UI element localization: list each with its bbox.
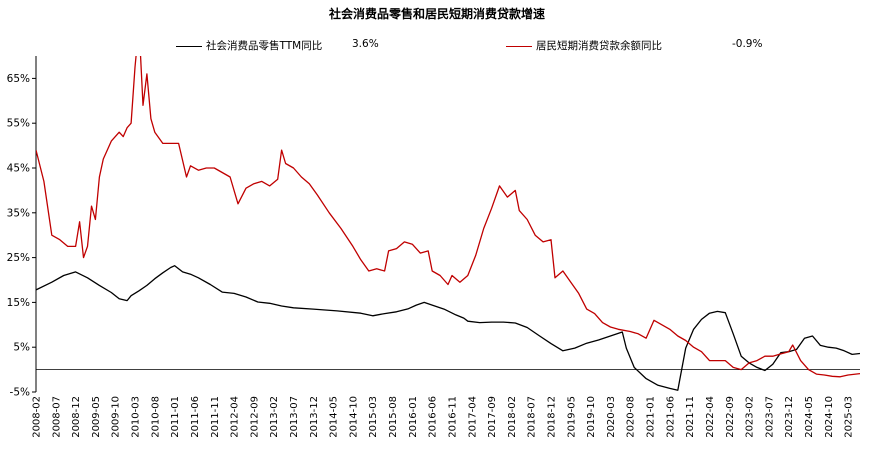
legend-swatch-retail — [176, 45, 202, 47]
x-tick-label: 2015-08 — [388, 396, 399, 438]
x-tick-label: 2020-08 — [626, 396, 637, 438]
x-tick-label: 2008-02 — [32, 396, 43, 438]
x-tick-label: 2022-09 — [725, 396, 736, 438]
x-tick-label: 2018-12 — [547, 396, 558, 438]
x-tick-label: 2018-02 — [507, 396, 518, 438]
x-tick-label: 2013-12 — [309, 396, 320, 438]
x-tick-label: 2021-01 — [646, 396, 657, 438]
x-tick-label: 2012-09 — [249, 396, 260, 438]
x-tick-label: 2019-05 — [566, 396, 577, 438]
y-tick-label: 25% — [7, 252, 30, 264]
y-tick-label: 55% — [7, 118, 30, 130]
legend-item-loans: 居民短期消费贷款余额同比 -0.9% — [506, 38, 806, 53]
x-tick-label: 2015-03 — [368, 396, 379, 438]
x-tick-label: 2016-11 — [447, 396, 458, 438]
y-tick-label: 35% — [7, 207, 30, 219]
y-tick-label: -5% — [10, 387, 30, 399]
x-tick-label: 2017-04 — [467, 396, 478, 438]
x-tick-label: 2014-05 — [329, 396, 340, 438]
x-tick-label: 2011-11 — [210, 396, 221, 438]
x-tick-label: 2014-10 — [348, 396, 359, 438]
y-tick-label: 45% — [7, 163, 30, 175]
x-tick-label: 2025-03 — [844, 396, 855, 438]
x-tick-label: 2024-10 — [824, 396, 835, 438]
x-tick-label: 2011-06 — [190, 396, 201, 438]
legend-label-loans: 居民短期消费贷款余额同比 — [536, 40, 662, 52]
x-tick-label: 2012-04 — [230, 396, 241, 438]
x-tick-label: 2010-03 — [131, 396, 142, 438]
x-tick-label: 2016-01 — [408, 396, 419, 438]
x-tick-label: 2020-03 — [606, 396, 617, 438]
series-line-retail — [36, 265, 860, 391]
x-tick-label: 2013-07 — [289, 396, 300, 438]
legend-label-retail: 社会消费品零售TTM同比 — [206, 40, 323, 52]
y-tick-label: 65% — [7, 73, 30, 85]
x-tick-label: 2013-02 — [269, 396, 280, 438]
x-tick-label: 2019-10 — [586, 396, 597, 438]
legend-item-retail: 社会消费品零售TTM同比 3.6% — [176, 38, 436, 53]
x-tick-label: 2011-01 — [170, 396, 181, 438]
x-tick-label: 2018-07 — [527, 396, 538, 438]
x-tick-label: 2010-08 — [150, 396, 161, 438]
x-tick-label: 2016-06 — [428, 396, 439, 438]
legend-value-retail: 3.6% — [352, 38, 379, 50]
legend-value-loans: -0.9% — [732, 38, 763, 50]
y-tick-label: 15% — [7, 297, 30, 309]
x-tick-label: 2023-02 — [745, 396, 756, 438]
x-tick-label: 2017-09 — [487, 396, 498, 438]
series-line-loans — [36, 56, 860, 378]
x-tick-label: 2023-07 — [764, 396, 775, 438]
x-tick-label: 2009-10 — [111, 396, 122, 438]
x-tick-label: 2008-12 — [71, 396, 82, 438]
y-tick-label: 5% — [13, 342, 30, 354]
x-tick-label: 2024-05 — [804, 396, 815, 438]
x-tick-label: 2023-12 — [784, 396, 795, 438]
x-tick-label: 2008-07 — [51, 396, 62, 438]
chart-title: 社会消费品零售和居民短期消费贷款增速 — [328, 7, 545, 21]
x-tick-label: 2022-04 — [705, 396, 716, 438]
x-tick-label: 2021-11 — [685, 396, 696, 438]
legend-swatch-loans — [506, 45, 532, 47]
x-tick-label: 2009-05 — [91, 396, 102, 438]
x-tick-label: 2021-06 — [665, 396, 676, 438]
